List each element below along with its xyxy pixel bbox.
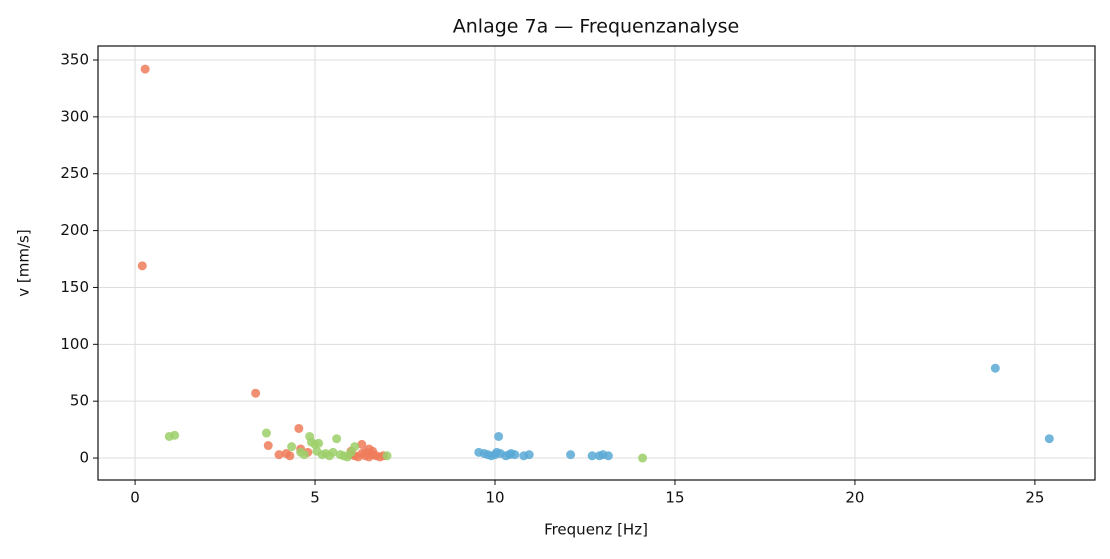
point [382, 451, 392, 461]
point [261, 428, 271, 438]
y-tick-label: 100 [60, 335, 89, 353]
point [137, 261, 147, 271]
point [1044, 434, 1054, 444]
point [299, 450, 309, 460]
x-tick-label: 25 [1025, 489, 1044, 507]
x-tick-label: 10 [485, 489, 504, 507]
y-tick-label: 200 [60, 221, 89, 239]
x-tick-label: 0 [130, 489, 140, 507]
point [342, 452, 352, 462]
y-tick-label: 0 [79, 449, 89, 467]
point [494, 431, 504, 441]
point [294, 423, 304, 433]
point [263, 441, 273, 451]
point [510, 450, 520, 460]
point [566, 450, 576, 460]
point [285, 451, 295, 461]
point [274, 450, 284, 460]
point [587, 451, 597, 461]
y-tick-label: 250 [60, 164, 89, 182]
y-tick-label: 350 [60, 50, 89, 68]
point [170, 430, 180, 440]
point [990, 363, 1000, 373]
point [312, 446, 322, 456]
point [328, 447, 338, 457]
y-tick-label: 50 [70, 392, 89, 410]
point [368, 446, 378, 456]
point [332, 434, 342, 444]
x-axis-label: Frequenz [Hz] [544, 521, 648, 539]
y-axis-label: v [mm/s] [15, 229, 33, 296]
point [524, 450, 534, 460]
point [140, 64, 150, 74]
x-tick-label: 5 [310, 489, 320, 507]
chart-title: Anlage 7a — Frequenzanalyse [453, 16, 739, 38]
y-tick-label: 300 [60, 107, 89, 125]
axes-frame [97, 45, 1096, 481]
x-tick-label: 20 [845, 489, 864, 507]
y-tick-label: 150 [60, 278, 89, 296]
point [314, 438, 324, 448]
point [357, 439, 367, 449]
point [360, 447, 370, 457]
point [287, 442, 297, 452]
grid [98, 46, 1095, 480]
point [251, 388, 261, 398]
point [638, 453, 648, 463]
point [603, 451, 613, 461]
x-tick-label: 15 [665, 489, 684, 507]
points [137, 64, 1054, 463]
